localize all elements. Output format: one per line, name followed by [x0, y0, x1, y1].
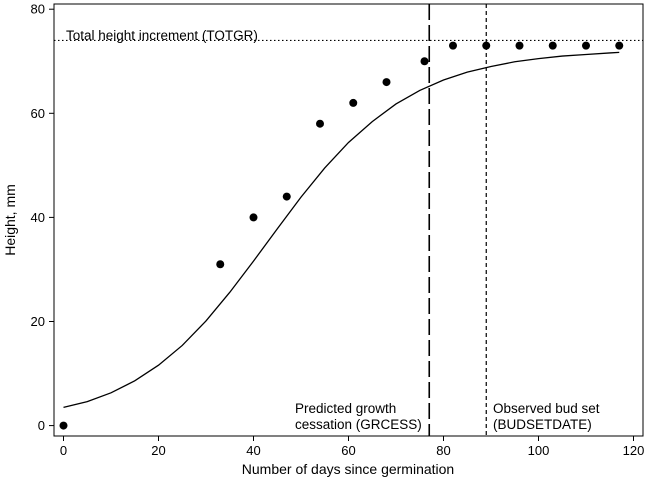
data-point	[59, 421, 68, 430]
data-point	[349, 98, 358, 107]
y-axis-ticks: 0 20 40 60 80	[31, 2, 54, 433]
fitted-curve	[63, 51, 620, 409]
x-axis-title: Number of days since germination	[242, 461, 454, 477]
data-point	[449, 41, 457, 50]
x-tick-label: 120	[623, 443, 645, 458]
x-tick-label: 20	[151, 443, 165, 458]
data-point	[216, 260, 225, 269]
data-point	[249, 213, 258, 222]
y-tick-label: 80	[31, 2, 45, 17]
data-point	[515, 41, 524, 50]
vline-label-budset-2: (BUDSETDATE)	[493, 417, 592, 432]
vline-label-grcess-2: cessation (GRCESS)	[295, 417, 422, 432]
x-tick-label: 40	[246, 443, 260, 458]
fitted-curve-layer	[63, 51, 620, 409]
vline-label-grcess-1: Predicted growth	[295, 401, 396, 416]
x-tick-label: 80	[436, 443, 450, 458]
x-tick-label: 60	[341, 443, 355, 458]
y-tick-label: 60	[31, 106, 45, 121]
hline-label-totgr: Total height increment (TOTGR)	[66, 28, 258, 43]
y-axis-title: Height, mm	[2, 184, 18, 256]
y-tick-label: 40	[31, 210, 45, 225]
y-tick-label: 0	[38, 418, 45, 433]
data-point	[382, 78, 391, 87]
data-point	[420, 57, 429, 66]
data-point	[548, 41, 557, 50]
data-point	[282, 192, 291, 201]
plot-frame	[53, 3, 644, 437]
vline-label-budset-1: Observed bud set	[493, 401, 600, 416]
x-tick-label: 100	[528, 443, 550, 458]
data-point	[582, 41, 590, 50]
data-point	[615, 41, 624, 50]
reference-lines-layer	[54, 4, 643, 436]
data-points-layer	[59, 41, 624, 430]
x-axis-ticks: 0 20 40 60 80 100 120	[60, 436, 644, 458]
data-point	[316, 119, 324, 128]
x-tick-label: 0	[60, 443, 67, 458]
data-point	[482, 41, 491, 50]
y-tick-label: 20	[31, 314, 45, 329]
